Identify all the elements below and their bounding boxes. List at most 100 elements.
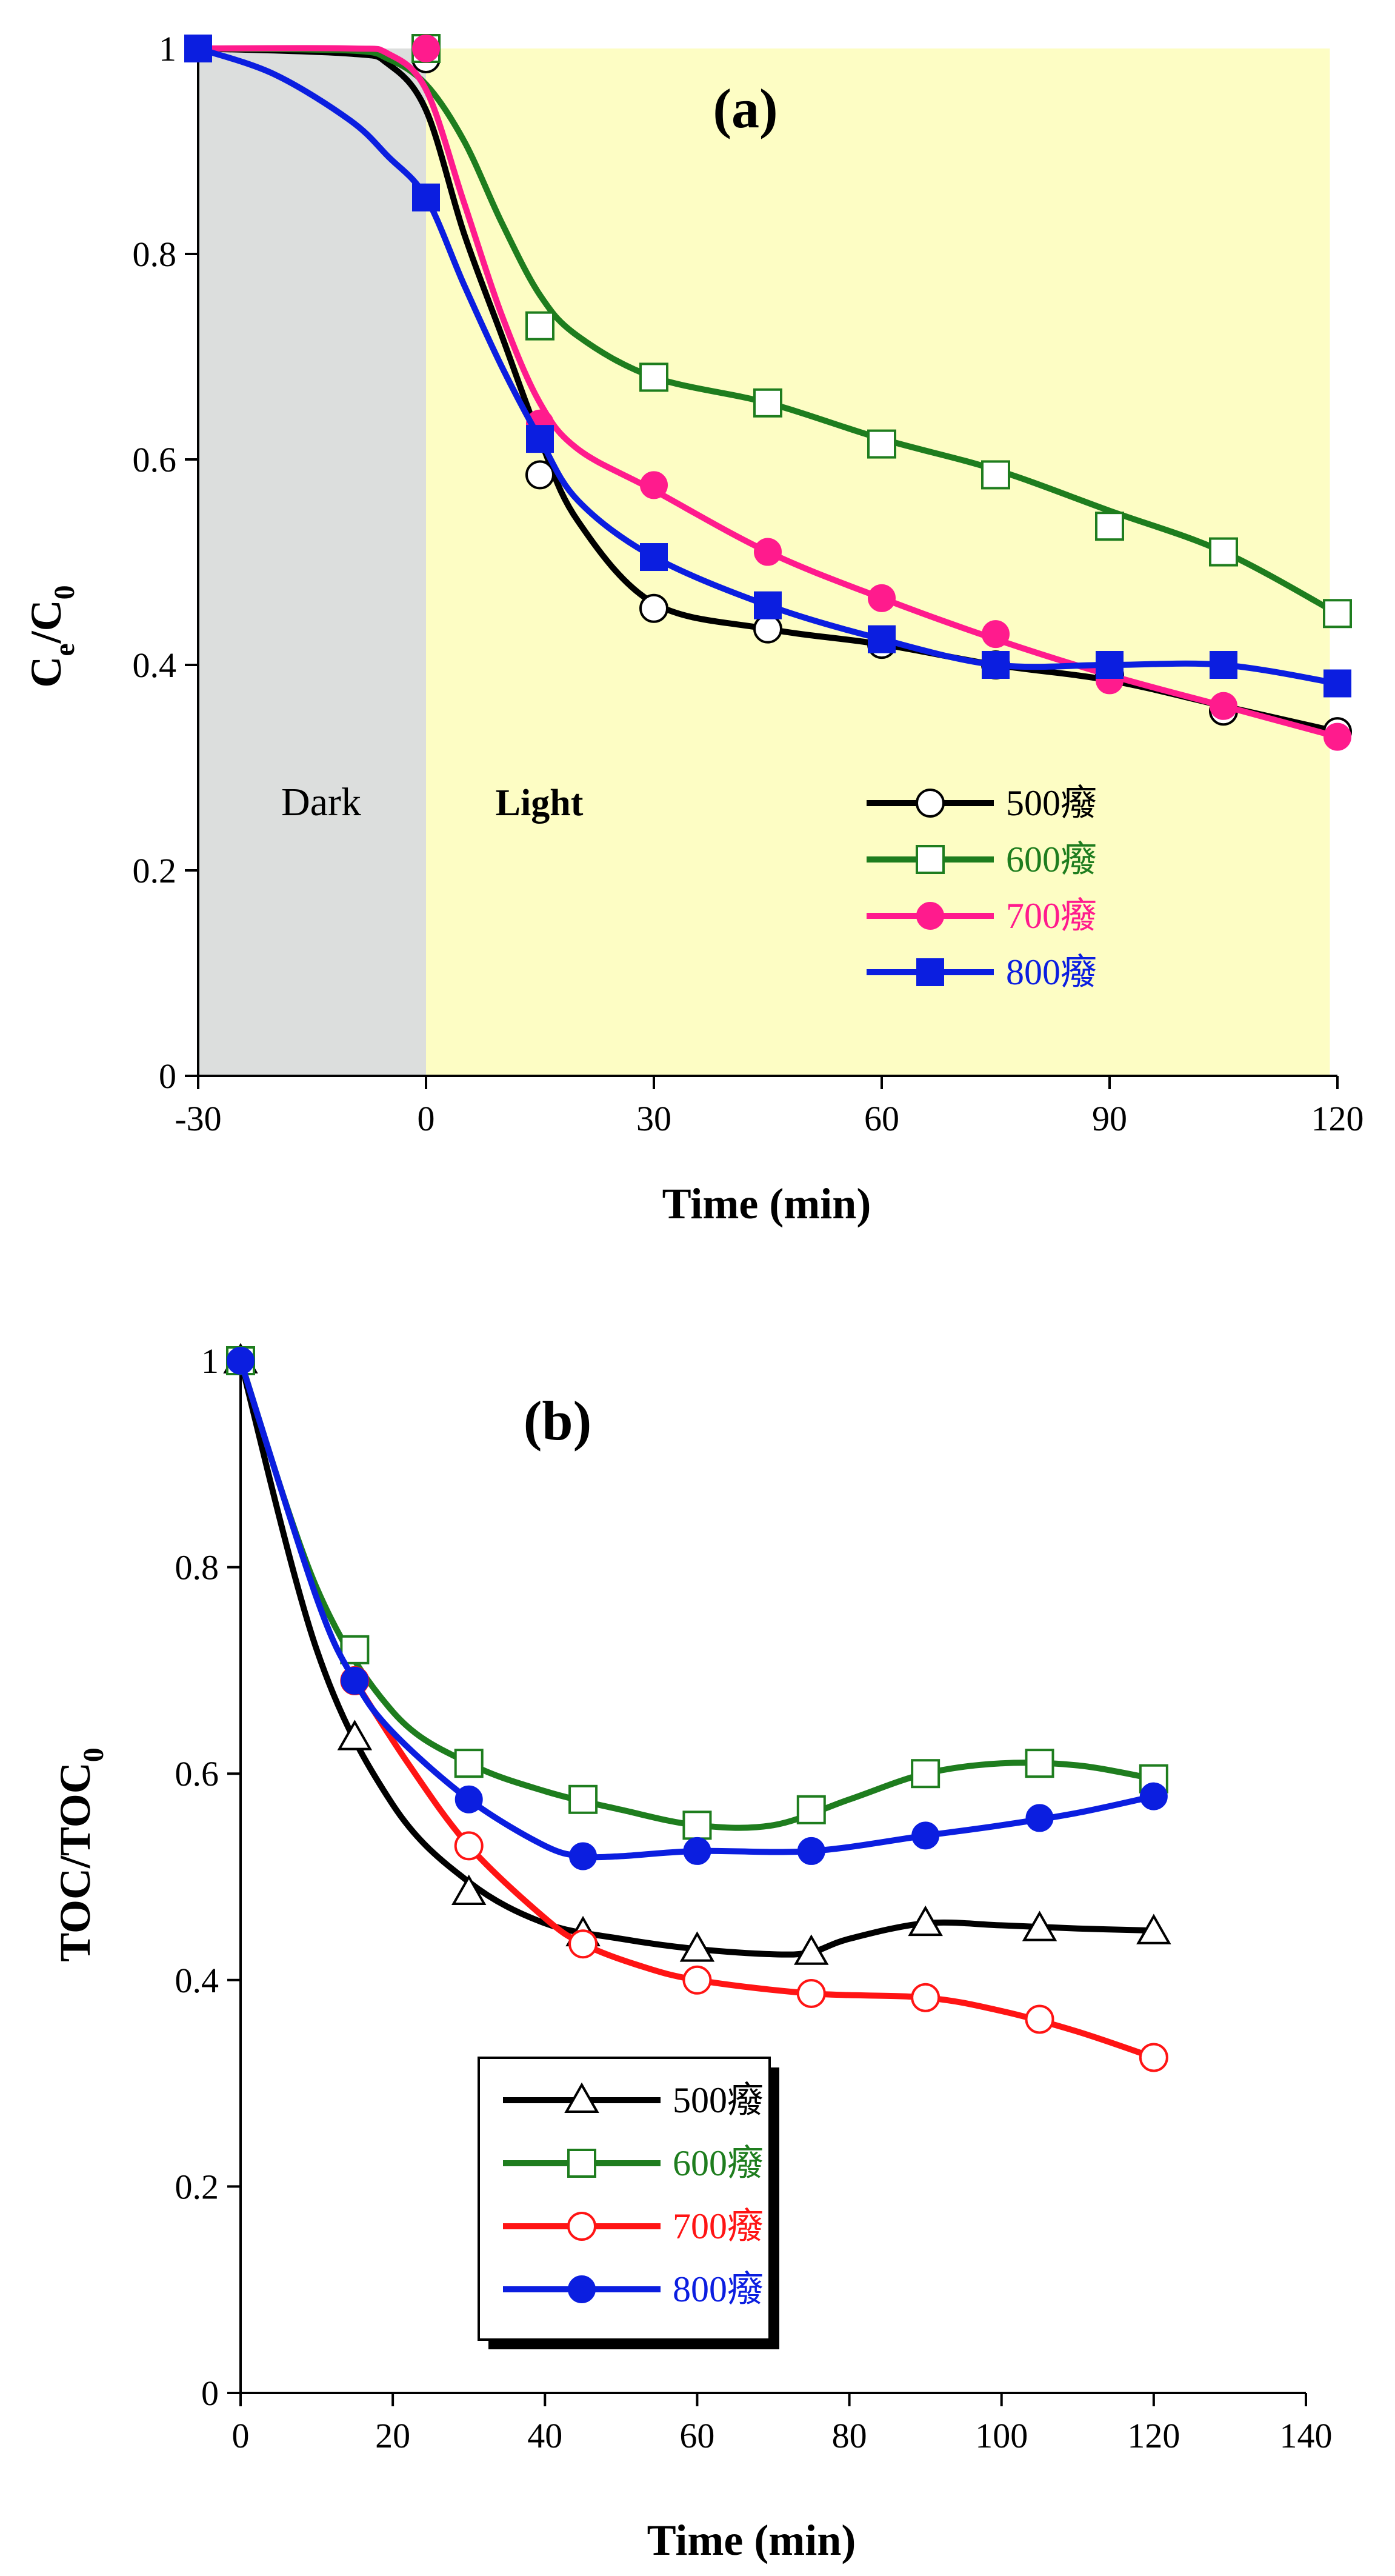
region-light [426, 48, 1330, 1076]
y-tick-label: 1 [201, 1341, 219, 1381]
x-tick-label: 100 [975, 2416, 1028, 2455]
data-point-700 [640, 471, 668, 499]
legend-label-700: 700癈 [673, 2206, 764, 2246]
data-point-600 [1323, 599, 1352, 629]
data-point-500 [1136, 1914, 1171, 1944]
y-tick-label: 0.8 [133, 235, 177, 274]
data-point-700 [911, 1983, 941, 2012]
legend-marker-700 [916, 902, 944, 930]
y-tick-label: 0.2 [175, 2167, 219, 2206]
legend-marker-500 [564, 2082, 599, 2113]
x-tick-label: 90 [1092, 1099, 1127, 1138]
x-axis-title-b: Time (min) [647, 2516, 856, 2564]
data-point-500 [337, 1720, 373, 1750]
y-tick-label: 0.6 [133, 440, 177, 479]
legend-label-700: 700癈 [1006, 896, 1097, 936]
data-point-600 [568, 1784, 598, 1814]
data-point-700 [982, 620, 1010, 649]
data-point-600 [525, 311, 554, 341]
legend-box [478, 2057, 771, 2341]
y-axis-title-b-base: TOC/TOC [51, 1762, 99, 1961]
data-point-500 [451, 1874, 487, 1906]
legend-label-600: 600癈 [673, 2143, 764, 2183]
y-axis-title-a-base: C [22, 656, 70, 688]
panel-label-a: (a) [713, 78, 777, 139]
y-axis-title-a-sub-0: 0 [48, 585, 81, 599]
y-axis-title-a-sub-e: e [48, 643, 81, 656]
data-point-800 [569, 1842, 598, 1870]
x-axis-title-a: Time (min) [662, 1180, 871, 1228]
data-point-600 [867, 429, 896, 459]
data-point-700 [1139, 2043, 1168, 2072]
data-point-800 [868, 625, 896, 653]
data-point-800 [412, 183, 440, 212]
data-point-800 [640, 543, 668, 572]
legend-label-500: 500癈 [673, 2080, 764, 2120]
x-tick-label: 80 [832, 2416, 867, 2455]
chart-panel-b: 0 0.2 0.4 0.6 0.8 1 0 20 40 60 80 100 120 140 (b) Tim… [51, 1341, 1333, 2564]
data-point-700 [1210, 692, 1237, 720]
legend-label-600: 600癈 [1006, 839, 1097, 879]
x-tick-label: 120 [1311, 1099, 1364, 1138]
y-tick-label: 0.8 [175, 1548, 219, 1587]
data-point-500 [908, 1905, 943, 1937]
data-point-700 [796, 1978, 826, 2008]
data-point-500 [525, 460, 554, 490]
data-point-600 [753, 388, 782, 418]
data-point-700 [682, 1965, 712, 1995]
y-tick-label: 0 [201, 2374, 219, 2413]
data-point-700 [1323, 722, 1351, 751]
data-point-500 [753, 614, 782, 644]
y-tick-label: 0.4 [133, 646, 177, 685]
series-500 [223, 1343, 1171, 1965]
data-point-700 [568, 1929, 598, 1959]
legend-marker-600 [567, 2149, 596, 2178]
data-point-700 [412, 35, 440, 62]
x-tick-label: 20 [375, 2416, 410, 2455]
data-point-600 [340, 1635, 370, 1664]
data-point-800 [1323, 669, 1351, 698]
data-point-700 [1025, 2004, 1054, 2034]
data-point-700 [868, 584, 896, 612]
y-axis-title-a: Ce/C0 [22, 585, 81, 687]
x-tick-label: 30 [636, 1099, 671, 1138]
y-axis-title-b-sub-0: 0 [78, 1747, 110, 1762]
y-tick-label: 0.6 [175, 1754, 219, 1794]
x-tick-label: 0 [232, 2416, 250, 2455]
legend-marker-800 [568, 2275, 596, 2303]
data-point-600 [1209, 537, 1238, 567]
legend-a: 500癈 600癈 700癈 800癈 [867, 783, 1097, 992]
data-point-700 [754, 538, 782, 566]
legend-label-800: 800癈 [673, 2269, 764, 2309]
data-point-600 [639, 362, 668, 392]
data-point-600 [454, 1749, 484, 1778]
data-point-800 [526, 425, 554, 453]
x-tick-label: 40 [527, 2416, 562, 2455]
x-tick-label: 0 [418, 1099, 435, 1138]
data-point-800 [341, 1666, 369, 1695]
chart-panel-a: 00.20.40.60.81-30 0 30 60 90 120 (a) Dark Lig… [22, 29, 1364, 1228]
data-point-800 [1210, 651, 1237, 679]
x-tick-label: 140 [1280, 2416, 1333, 2455]
data-point-800 [797, 1837, 825, 1865]
data-point-800 [683, 1837, 711, 1865]
x-tick-label: 60 [679, 2416, 714, 2455]
region-label-dark: Dark [281, 780, 361, 824]
data-point-800 [754, 591, 782, 619]
panel-label-b: (b) [524, 1390, 591, 1452]
legend-label-800: 800癈 [1006, 952, 1097, 992]
data-point-600 [981, 460, 1010, 490]
legend-label-500: 500癈 [1006, 783, 1097, 823]
data-point-800 [1096, 651, 1124, 679]
y-axis-title-a-mid: /C [22, 599, 70, 644]
series-line-500 [195, 45, 1340, 735]
x-tick-label: -30 [175, 1099, 221, 1138]
data-point-800 [184, 35, 212, 62]
series-line-500 [238, 1358, 1157, 1958]
data-point-600 [1095, 512, 1124, 541]
x-tick-label: 60 [864, 1099, 899, 1138]
data-point-600 [911, 1759, 941, 1789]
series-line-700 [351, 1677, 1157, 2061]
legend-marker-700 [567, 2212, 596, 2241]
